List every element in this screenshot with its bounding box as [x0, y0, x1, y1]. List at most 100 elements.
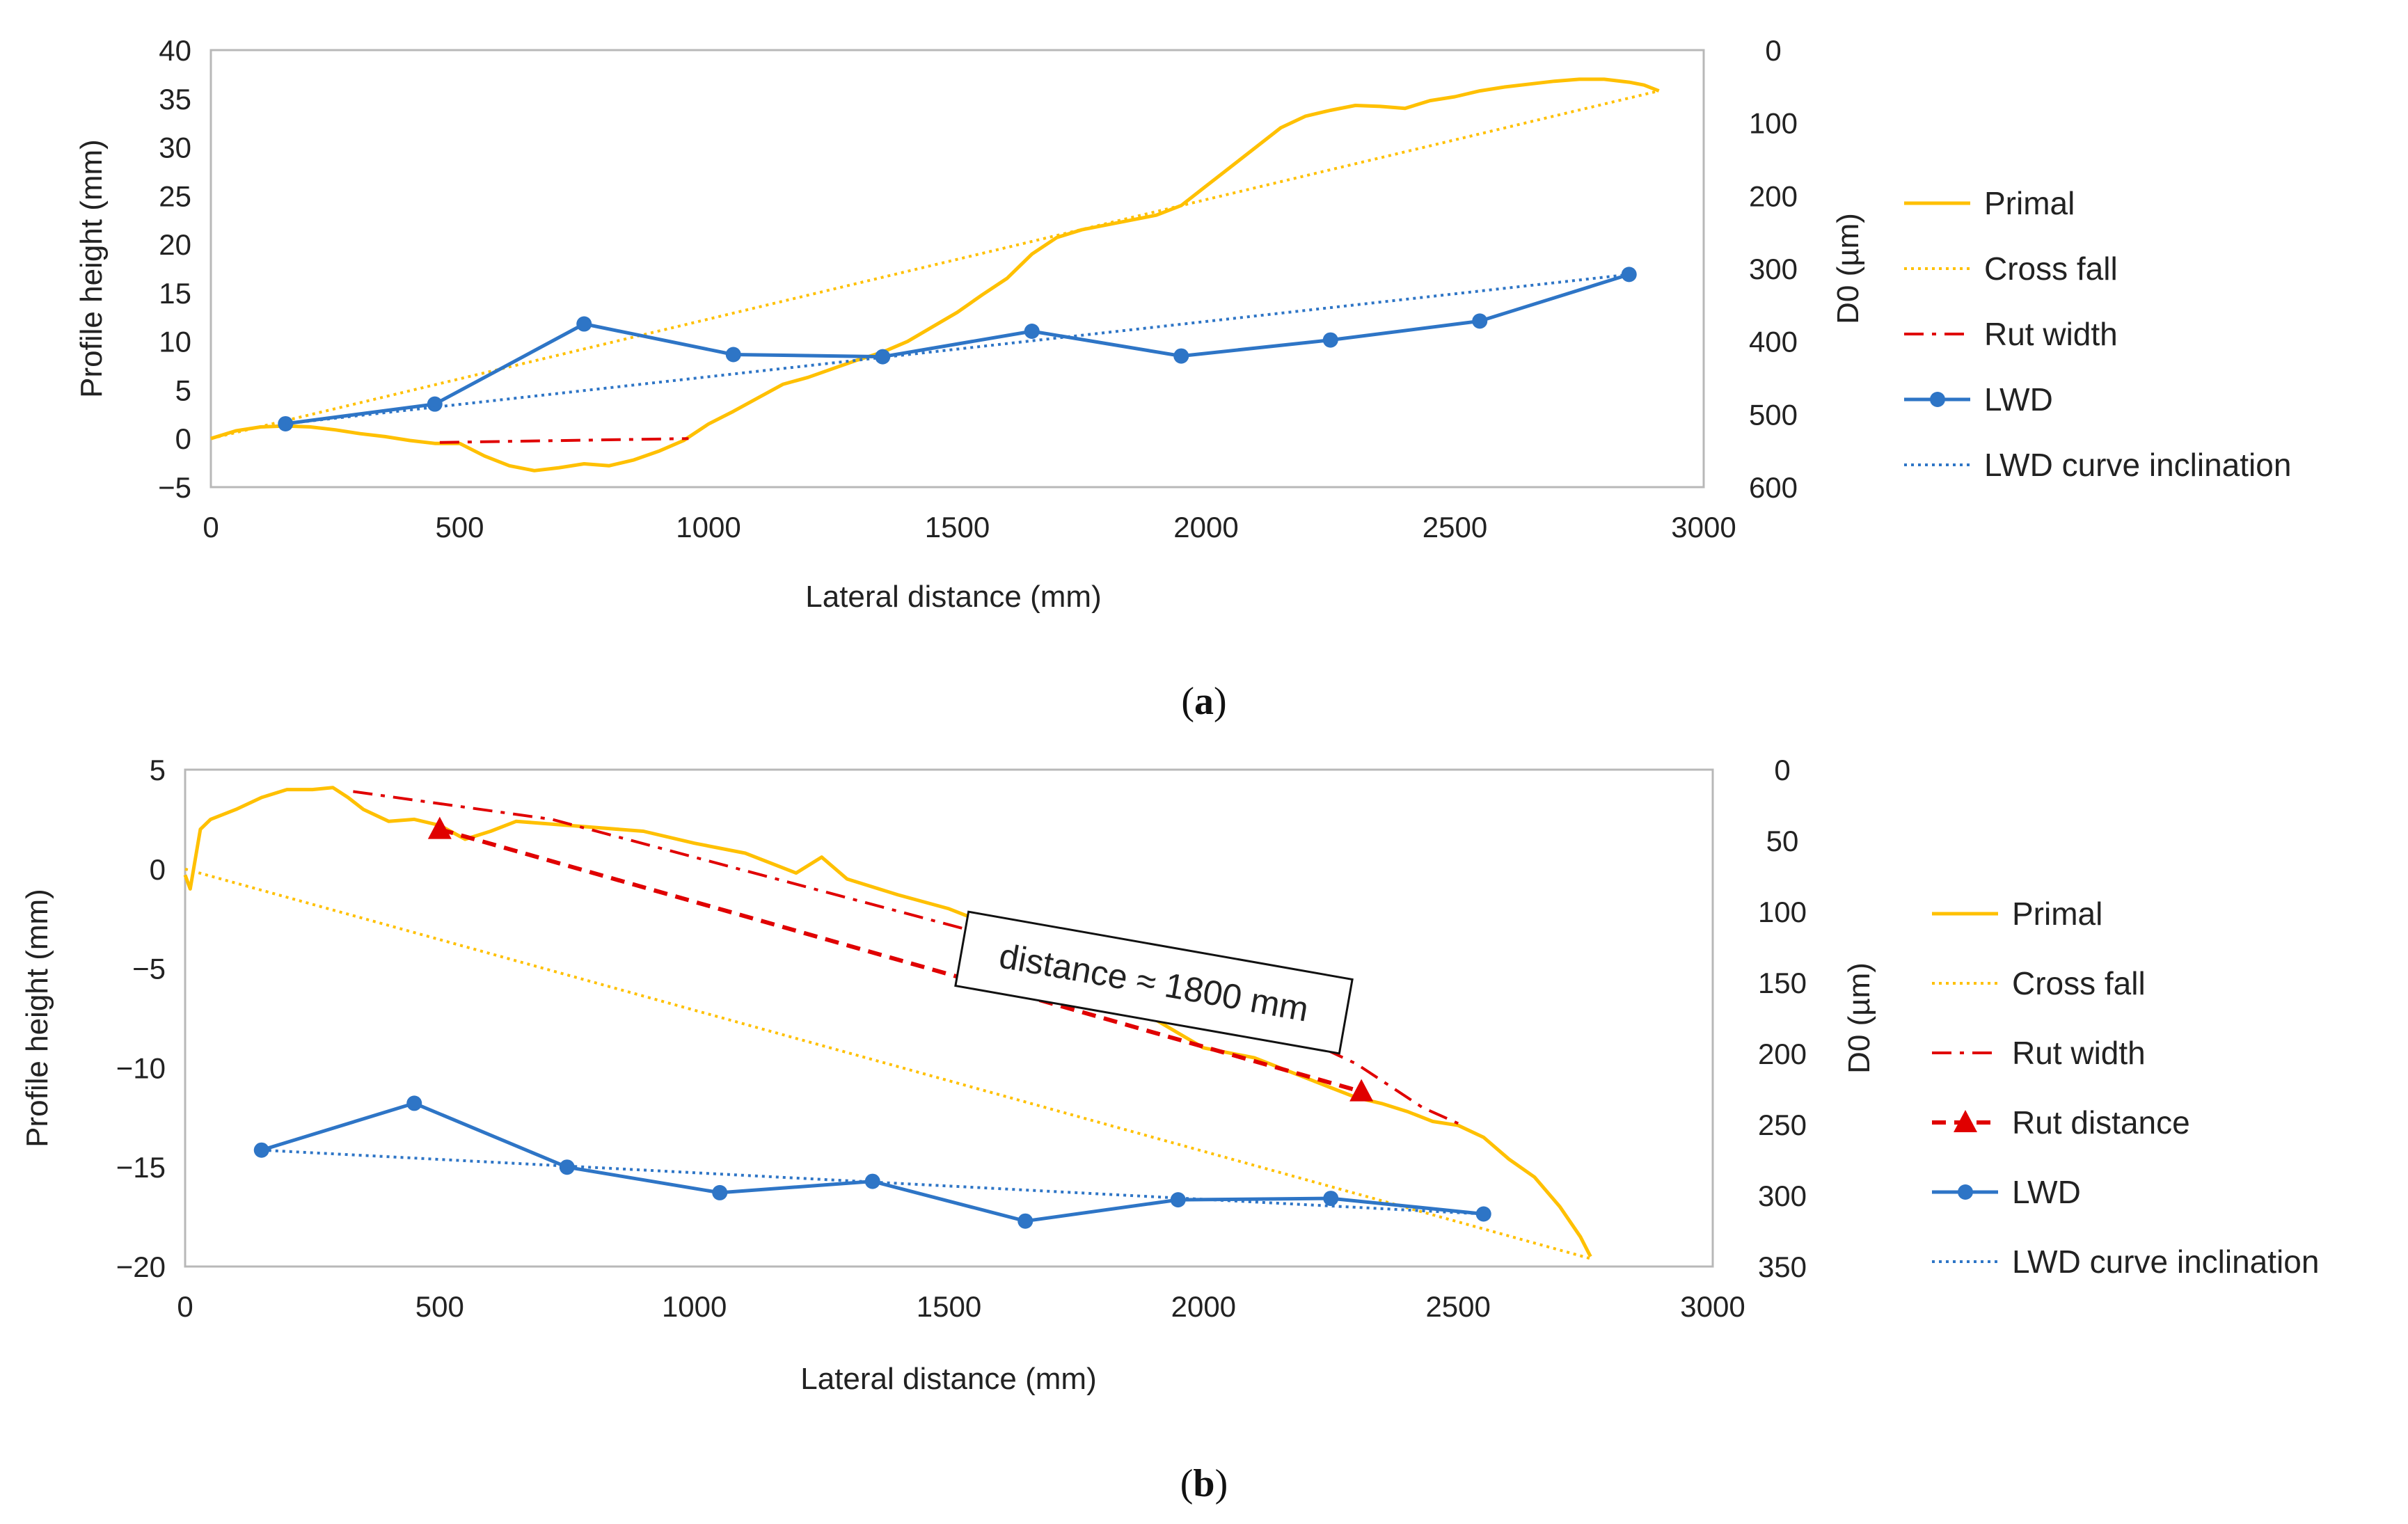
legend-marker: [1930, 392, 1945, 407]
y-tick-label: 20: [159, 228, 191, 261]
x-axis-title: Lateral distance (mm): [800, 1362, 1096, 1396]
x-tick-label: 2000: [1171, 1290, 1236, 1323]
y2-axis-title: D0 (µm): [1831, 213, 1865, 324]
series-rut-width-line: [439, 437, 689, 444]
series-lwd-curve-inclination-line: [261, 1148, 1484, 1216]
y2-tick-label: 400: [1749, 326, 1798, 358]
x-tick-label: 2000: [1173, 511, 1238, 543]
legend-item-lwd-curve-inclination: LWD curve inclination: [1904, 447, 2291, 483]
panel-caption: (b): [1180, 1462, 1228, 1505]
series-primal-line: [183, 786, 1592, 1257]
legend-label: Primal: [2012, 896, 2102, 932]
y2-tick-label: 150: [1758, 967, 1807, 999]
rut-distance-marker: [427, 816, 452, 839]
plot-frame: [184, 768, 1714, 1268]
y2-tick-labels: 0 50 100 150 200 250 300 350: [1758, 754, 1807, 1283]
series-layer: [183, 786, 1592, 1260]
y-tick-label: −5: [158, 471, 191, 504]
x-tick-label: 1500: [925, 511, 990, 543]
series-lwd-curve-inclination-line: [285, 273, 1630, 425]
x-tick-label: 1000: [662, 1290, 727, 1323]
legend-item-primal: Primal: [1932, 896, 2102, 932]
lwd-point: [253, 1142, 269, 1158]
y2-tick-labels: 0 100 200 300 400 500 600: [1749, 34, 1798, 504]
x-tick-labels: 0 500 1000 1500 2000 2500 3000: [177, 1290, 1745, 1323]
y2-tick-label: 250: [1758, 1109, 1807, 1141]
legend-item-rut-width: Rut width: [1932, 1035, 2146, 1071]
legend-label: LWD: [2012, 1174, 2081, 1210]
panel-a: 0 500 1000 1500 2000 2500 3000 −50510152025303…: [74, 34, 2291, 723]
y2-tick-label: 200: [1749, 180, 1798, 212]
lwd-point: [1173, 348, 1189, 364]
legend: Primal Cross fall Rut width Rut distance LWD…: [1932, 896, 2319, 1280]
plot-frame: [209, 49, 1705, 489]
y-tick-label: 35: [159, 83, 191, 116]
y2-tick-label: 50: [1766, 825, 1799, 857]
y-tick-label: 5: [175, 374, 191, 406]
x-tick-label: 3000: [1671, 511, 1736, 543]
legend: Primal Cross fall Rut width LWD LWD curve in…: [1904, 185, 2291, 483]
y-tick-label: −5: [132, 953, 166, 985]
x-tick-label: 500: [435, 511, 484, 543]
legend-item-lwd-curve-inclination: LWD curve inclination: [1932, 1244, 2319, 1280]
x-tick-label: 2500: [1423, 511, 1487, 543]
legend-label: Cross fall: [2012, 965, 2146, 1001]
y-tick-label: 40: [159, 34, 191, 67]
legend-item-primal: Primal: [1904, 185, 2075, 221]
y-axis-title: Profile height (mm): [74, 139, 109, 398]
y2-tick-label: 350: [1758, 1251, 1807, 1283]
lwd-point: [1024, 324, 1040, 340]
y-tick-label: 0: [175, 422, 191, 455]
rut-distance-marker: [1349, 1079, 1374, 1102]
series-cross-fall-line: [184, 867, 1591, 1260]
y-tick-label: 0: [150, 853, 166, 886]
series-lwd-line: [261, 1101, 1484, 1223]
y-tick-label: −15: [116, 1151, 166, 1184]
lwd-point: [1322, 332, 1338, 348]
legend-label: LWD curve inclination: [1984, 447, 2291, 483]
legend-marker: [1954, 1110, 1977, 1132]
series-lwd-line: [285, 273, 1630, 426]
y-tick-label: 30: [159, 132, 191, 164]
y2-tick-label: 0: [1765, 34, 1781, 67]
y2-tick-label: 100: [1749, 107, 1798, 140]
lwd-point: [1017, 1213, 1033, 1229]
x-tick-label: 1000: [676, 511, 740, 543]
lwd-point: [559, 1159, 575, 1175]
y2-axis-title: D0 (µm): [1842, 962, 1876, 1074]
lwd-point: [406, 1095, 422, 1111]
y2-tick-label: 200: [1758, 1038, 1807, 1070]
y2-tick-label: 600: [1749, 471, 1798, 504]
panel-label: b: [1193, 1462, 1214, 1505]
lwd-point: [427, 396, 443, 412]
panel-label: a: [1194, 680, 1214, 723]
legend-item-lwd: LWD: [1932, 1174, 2081, 1210]
y-tick-label: −10: [116, 1051, 166, 1084]
legend-label: Cross fall: [1984, 251, 2118, 287]
y-tick-labels: −5 0 5 10 15 20 25 30 35 40: [158, 34, 191, 504]
x-tick-label: 500: [415, 1290, 464, 1323]
panel-caption: (a): [1181, 680, 1226, 723]
lwd-point: [1323, 1191, 1339, 1207]
x-axis-title: Lateral distance (mm): [805, 580, 1101, 614]
legend-label: LWD: [1984, 381, 2053, 418]
y2-tick-label: 0: [1774, 754, 1790, 786]
y2-tick-label: 500: [1749, 398, 1798, 431]
y2-tick-label: 300: [1758, 1180, 1807, 1212]
y2-tick-label: 100: [1758, 896, 1807, 928]
legend-label: Rut width: [1984, 316, 2118, 352]
lwd-point: [864, 1173, 880, 1189]
legend-label: LWD curve inclination: [2012, 1244, 2319, 1280]
lwd-point: [1472, 313, 1488, 329]
x-tick-label: 0: [177, 1290, 193, 1323]
y-tick-label: 25: [159, 180, 191, 212]
lwd-point: [1475, 1206, 1491, 1222]
y-axis-title: Profile height (mm): [20, 889, 54, 1148]
legend-label: Rut width: [2012, 1035, 2146, 1071]
lwd-point: [576, 316, 592, 332]
lwd-point: [725, 347, 741, 363]
legend-item-lwd: LWD: [1904, 381, 2053, 418]
legend-item-rut-width: Rut width: [1904, 316, 2118, 352]
legend-label: Primal: [1984, 185, 2075, 221]
